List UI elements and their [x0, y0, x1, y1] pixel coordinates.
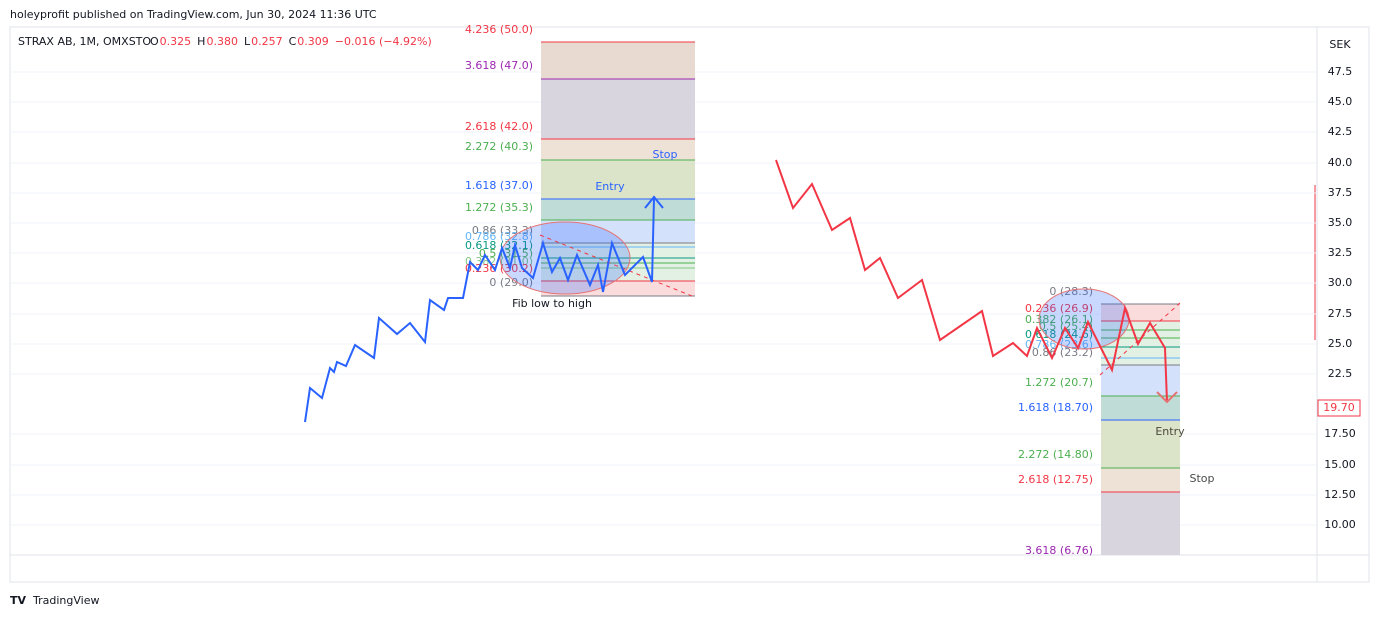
price-tick-label: 27.5: [1328, 307, 1353, 320]
fib-band: [1101, 420, 1180, 468]
price-tick-label: 22.5: [1328, 367, 1353, 380]
fib-label: 0.786 (32.8): [465, 230, 533, 243]
change: −0.016 (−4.92%): [335, 35, 432, 48]
annotation: Fib low to high: [512, 297, 592, 310]
arrow-head: [644, 195, 664, 209]
currency[interactable]: SEK: [1329, 38, 1351, 51]
fib-band: [541, 42, 695, 79]
fib-label: 0.236 (30.2): [465, 262, 533, 275]
fib-band: [541, 139, 695, 160]
price-path: [304, 197, 655, 423]
price-tick-label: 35.0: [1328, 216, 1353, 229]
price-tick-label: 17.50: [1324, 427, 1356, 440]
last-price: 19.70: [1323, 401, 1355, 414]
fib-label: 0 (29.0): [489, 276, 533, 289]
last-price-box: [1317, 399, 1361, 417]
ohlc-value: 0.309: [297, 35, 329, 48]
fib-label: 1.272 (20.7): [1025, 376, 1093, 389]
annotation: Stop: [1189, 472, 1214, 485]
symbol: STRAX AB, 1M, OMXSTO: [18, 35, 151, 48]
fib-label: 0.236 (26.9): [1025, 302, 1093, 315]
price-tick-label: 40.0: [1328, 156, 1353, 169]
fib-band: [1101, 468, 1180, 492]
ohlc-value: 0.325: [160, 35, 192, 48]
fib-label: 1.618 (18.70): [1018, 401, 1093, 414]
fib-label: 2.618 (12.75): [1018, 473, 1093, 486]
fib-band: [541, 220, 695, 243]
publisher: holeyprofit published on TradingView.com…: [10, 8, 377, 21]
fib-label: 0 (28.3): [1049, 285, 1093, 298]
fib-band: [1101, 492, 1180, 555]
fib-label: 4.236 (50.0): [465, 23, 533, 36]
price-path: [775, 159, 1168, 403]
price-tick-label: 30.0: [1328, 276, 1353, 289]
brand: TradingView: [32, 594, 99, 607]
ohlc-key: L: [244, 35, 251, 48]
logo: 𝗧𝗩: [10, 594, 27, 607]
ohlc-value: 0.380: [206, 35, 238, 48]
annotation: Stop: [652, 148, 677, 161]
fib-band: [541, 79, 695, 139]
price-tick-label: 12.50: [1324, 488, 1356, 501]
price-tick-label: 37.5: [1328, 186, 1353, 199]
fib-label: 3.618 (6.76): [1025, 544, 1093, 557]
price-tick-label: 25.0: [1328, 337, 1353, 350]
arrow-head: [1156, 391, 1178, 404]
price-tick-label: 42.5: [1328, 125, 1353, 138]
fib-label: 0.382 (31.0): [465, 255, 533, 268]
fib-label: 1.618 (37.0): [465, 179, 533, 192]
ohlc-key: H: [197, 35, 205, 48]
annotation: Entry: [1155, 425, 1185, 438]
ohlc-key: C: [289, 35, 297, 48]
annotation: Entry: [595, 180, 625, 193]
fib-band: [1101, 304, 1180, 321]
fib-label: 2.272 (40.3): [465, 140, 533, 153]
fib-label: 3.618 (47.0): [465, 59, 533, 72]
fib-band: [541, 281, 695, 296]
price-tick-label: 45.0: [1328, 95, 1353, 108]
fib-label: 0.382 (26.1): [1025, 313, 1093, 326]
fib-label: 1.272 (35.3): [465, 201, 533, 214]
ohlc-key: O: [150, 35, 159, 48]
price-tick-label: 47.5: [1328, 65, 1353, 78]
highlight: [499, 221, 631, 295]
price-tick-label: 10.00: [1324, 518, 1356, 531]
fib-label: 0.5 (25.4): [1039, 320, 1093, 333]
footer: 𝗧𝗩 TradingView: [10, 594, 99, 607]
fib-band: [541, 160, 695, 199]
trend-dashed: [539, 234, 693, 297]
price-tick-label: 32.5: [1328, 246, 1353, 259]
highlight: [1038, 288, 1130, 350]
price-tick-label: 15.00: [1324, 458, 1356, 471]
fib-label: 2.272 (14.80): [1018, 448, 1093, 461]
fib-label: 2.618 (42.0): [465, 120, 533, 133]
fib-band: [541, 199, 695, 220]
ohlc-value: 0.257: [251, 35, 283, 48]
